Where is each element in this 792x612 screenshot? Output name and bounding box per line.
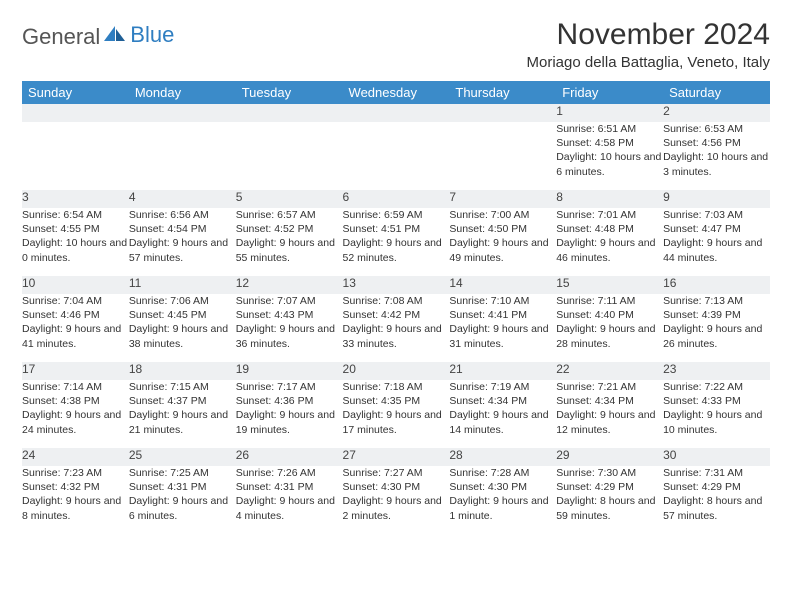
- weekday-header: Wednesday: [343, 81, 450, 104]
- day-number-cell: 16: [663, 276, 770, 294]
- day-number-cell: [129, 104, 236, 122]
- day-detail-cell: Sunrise: 7:26 AMSunset: 4:31 PMDaylight:…: [236, 466, 343, 534]
- day-number-cell: 30: [663, 448, 770, 466]
- day-detail-cell: Sunrise: 7:07 AMSunset: 4:43 PMDaylight:…: [236, 294, 343, 362]
- logo: General Blue: [22, 18, 174, 50]
- day-detail-cell: Sunrise: 7:13 AMSunset: 4:39 PMDaylight:…: [663, 294, 770, 362]
- logo-text-blue: Blue: [130, 22, 174, 48]
- day-detail-cell: Sunrise: 7:14 AMSunset: 4:38 PMDaylight:…: [22, 380, 129, 448]
- day-number-cell: 13: [343, 276, 450, 294]
- weekday-header: Sunday: [22, 81, 129, 104]
- day-detail-cell: Sunrise: 7:31 AMSunset: 4:29 PMDaylight:…: [663, 466, 770, 534]
- day-detail-cell: Sunrise: 7:08 AMSunset: 4:42 PMDaylight:…: [343, 294, 450, 362]
- day-detail-cell: Sunrise: 7:00 AMSunset: 4:50 PMDaylight:…: [449, 208, 556, 276]
- weekday-header: Monday: [129, 81, 236, 104]
- day-detail-cell: Sunrise: 7:17 AMSunset: 4:36 PMDaylight:…: [236, 380, 343, 448]
- day-detail-cell: Sunrise: 7:27 AMSunset: 4:30 PMDaylight:…: [343, 466, 450, 534]
- day-number-row: 24252627282930: [22, 448, 770, 466]
- day-detail-row: Sunrise: 6:54 AMSunset: 4:55 PMDaylight:…: [22, 208, 770, 276]
- day-detail-cell: Sunrise: 7:22 AMSunset: 4:33 PMDaylight:…: [663, 380, 770, 448]
- day-detail-cell: Sunrise: 7:21 AMSunset: 4:34 PMDaylight:…: [556, 380, 663, 448]
- day-number-cell: 12: [236, 276, 343, 294]
- day-detail-cell: Sunrise: 7:04 AMSunset: 4:46 PMDaylight:…: [22, 294, 129, 362]
- day-number-cell: 17: [22, 362, 129, 380]
- location: Moriago della Battaglia, Veneto, Italy: [527, 54, 771, 71]
- day-number-cell: 20: [343, 362, 450, 380]
- day-detail-cell: Sunrise: 6:53 AMSunset: 4:56 PMDaylight:…: [663, 122, 770, 190]
- day-number-cell: 9: [663, 190, 770, 208]
- weekday-header: Thursday: [449, 81, 556, 104]
- weekday-header: Tuesday: [236, 81, 343, 104]
- day-number-cell: 3: [22, 190, 129, 208]
- day-number-cell: 18: [129, 362, 236, 380]
- day-number-cell: 29: [556, 448, 663, 466]
- header: General Blue November 2024 Moriago della…: [22, 18, 770, 71]
- day-number-cell: [343, 104, 450, 122]
- day-detail-cell: [236, 122, 343, 190]
- day-detail-cell: Sunrise: 7:10 AMSunset: 4:41 PMDaylight:…: [449, 294, 556, 362]
- day-detail-cell: Sunrise: 7:18 AMSunset: 4:35 PMDaylight:…: [343, 380, 450, 448]
- day-number-cell: [236, 104, 343, 122]
- day-detail-cell: Sunrise: 6:57 AMSunset: 4:52 PMDaylight:…: [236, 208, 343, 276]
- day-number-cell: 15: [556, 276, 663, 294]
- day-number-cell: 6: [343, 190, 450, 208]
- day-detail-cell: Sunrise: 7:15 AMSunset: 4:37 PMDaylight:…: [129, 380, 236, 448]
- day-number-row: 3456789: [22, 190, 770, 208]
- weekday-header: Friday: [556, 81, 663, 104]
- weekday-header: Saturday: [663, 81, 770, 104]
- day-detail-row: Sunrise: 7:04 AMSunset: 4:46 PMDaylight:…: [22, 294, 770, 362]
- day-number-cell: 27: [343, 448, 450, 466]
- day-detail-cell: Sunrise: 6:54 AMSunset: 4:55 PMDaylight:…: [22, 208, 129, 276]
- day-detail-cell: [449, 122, 556, 190]
- day-detail-cell: Sunrise: 7:25 AMSunset: 4:31 PMDaylight:…: [129, 466, 236, 534]
- day-number-cell: 11: [129, 276, 236, 294]
- weekday-header-row: Sunday Monday Tuesday Wednesday Thursday…: [22, 81, 770, 104]
- day-number-cell: 4: [129, 190, 236, 208]
- day-number-cell: [22, 104, 129, 122]
- day-detail-cell: Sunrise: 6:51 AMSunset: 4:58 PMDaylight:…: [556, 122, 663, 190]
- day-detail-cell: Sunrise: 7:30 AMSunset: 4:29 PMDaylight:…: [556, 466, 663, 534]
- day-detail-row: Sunrise: 6:51 AMSunset: 4:58 PMDaylight:…: [22, 122, 770, 190]
- day-number-row: 10111213141516: [22, 276, 770, 294]
- day-detail-cell: [22, 122, 129, 190]
- day-number-cell: 10: [22, 276, 129, 294]
- day-detail-cell: Sunrise: 7:28 AMSunset: 4:30 PMDaylight:…: [449, 466, 556, 534]
- title-block: November 2024 Moriago della Battaglia, V…: [527, 18, 771, 71]
- day-detail-cell: Sunrise: 6:56 AMSunset: 4:54 PMDaylight:…: [129, 208, 236, 276]
- day-number-cell: 24: [22, 448, 129, 466]
- day-detail-cell: [129, 122, 236, 190]
- calendar-table: Sunday Monday Tuesday Wednesday Thursday…: [22, 81, 770, 534]
- month-title: November 2024: [527, 18, 771, 52]
- day-number-cell: 22: [556, 362, 663, 380]
- day-number-cell: 2: [663, 104, 770, 122]
- day-detail-cell: Sunrise: 7:11 AMSunset: 4:40 PMDaylight:…: [556, 294, 663, 362]
- day-number-cell: 28: [449, 448, 556, 466]
- day-number-cell: 5: [236, 190, 343, 208]
- day-number-row: 17181920212223: [22, 362, 770, 380]
- day-number-cell: 14: [449, 276, 556, 294]
- day-detail-cell: Sunrise: 7:06 AMSunset: 4:45 PMDaylight:…: [129, 294, 236, 362]
- logo-text-general: General: [22, 24, 100, 50]
- day-detail-cell: Sunrise: 7:19 AMSunset: 4:34 PMDaylight:…: [449, 380, 556, 448]
- day-number-cell: 26: [236, 448, 343, 466]
- day-detail-cell: Sunrise: 7:01 AMSunset: 4:48 PMDaylight:…: [556, 208, 663, 276]
- day-number-cell: 25: [129, 448, 236, 466]
- calendar-page: General Blue November 2024 Moriago della…: [0, 0, 792, 552]
- day-number-cell: 21: [449, 362, 556, 380]
- sail-icon: [104, 24, 126, 50]
- day-detail-row: Sunrise: 7:23 AMSunset: 4:32 PMDaylight:…: [22, 466, 770, 534]
- day-detail-row: Sunrise: 7:14 AMSunset: 4:38 PMDaylight:…: [22, 380, 770, 448]
- day-detail-cell: [343, 122, 450, 190]
- day-number-cell: 8: [556, 190, 663, 208]
- day-number-cell: 19: [236, 362, 343, 380]
- day-number-cell: 7: [449, 190, 556, 208]
- day-detail-cell: Sunrise: 7:23 AMSunset: 4:32 PMDaylight:…: [22, 466, 129, 534]
- day-number-cell: 23: [663, 362, 770, 380]
- calendar-body: 12Sunrise: 6:51 AMSunset: 4:58 PMDayligh…: [22, 104, 770, 534]
- day-number-cell: 1: [556, 104, 663, 122]
- day-detail-cell: Sunrise: 7:03 AMSunset: 4:47 PMDaylight:…: [663, 208, 770, 276]
- day-number-row: 12: [22, 104, 770, 122]
- day-detail-cell: Sunrise: 6:59 AMSunset: 4:51 PMDaylight:…: [343, 208, 450, 276]
- day-number-cell: [449, 104, 556, 122]
